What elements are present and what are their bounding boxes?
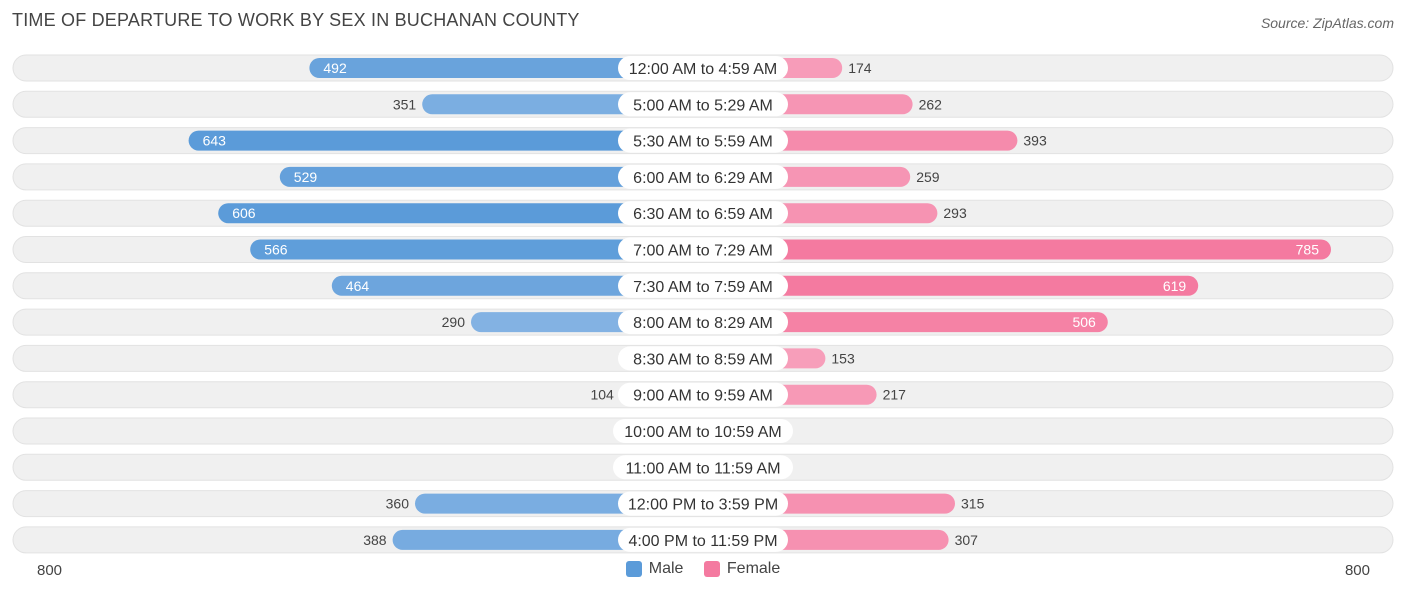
- female-value-label: 307: [955, 532, 979, 548]
- category-label-background: [618, 491, 788, 516]
- male-bar: [188, 130, 714, 151]
- category-label: 7:00 AM to 7:29 AM: [633, 243, 773, 260]
- chart-row: 290 506 8:00 AM to 8:29 AM: [12, 308, 1394, 336]
- category-label-background: [618, 346, 788, 371]
- chart-row: 351 262 5:00 AM to 5:29 AM: [12, 90, 1394, 118]
- chart-row: 104 217 9:00 AM to 9:59 AM: [12, 381, 1394, 409]
- category-label: 10:00 AM to 10:59 AM: [624, 424, 781, 441]
- category-label: 8:00 AM to 8:29 AM: [633, 315, 773, 332]
- male-bar: [218, 203, 713, 224]
- male-swatch: [625, 561, 642, 577]
- category-label-background: [618, 310, 788, 335]
- legend-male-label: Male: [648, 560, 684, 577]
- female-value-label: 262: [919, 96, 943, 112]
- category-label: 6:00 AM to 6:29 AM: [633, 170, 773, 187]
- chart-row: 566 785 7:00 AM to 7:29 AM: [12, 236, 1394, 263]
- male-value-label: 464: [346, 278, 370, 294]
- category-label-background: [618, 237, 788, 262]
- male-bar: [279, 166, 713, 187]
- category-label-background: [618, 382, 788, 407]
- female-value-label: 393: [1023, 133, 1047, 149]
- male-value-label: 606: [232, 205, 256, 221]
- female-swatch: [703, 561, 720, 577]
- chart-row: 492 174 12:00 AM to 4:59 AM: [12, 54, 1394, 82]
- male-bar: [309, 58, 713, 78]
- male-value-label: 104: [590, 387, 614, 403]
- chart-row: 722811:00 AM to 11:59 AM: [12, 453, 1394, 481]
- male-value-label: 529: [294, 169, 318, 185]
- category-label: 8:30 AM to 8:59 AM: [633, 351, 773, 368]
- female-value-label: 217: [883, 387, 907, 403]
- chart-row: 464 619 7:30 AM to 7:59 AM: [12, 272, 1394, 300]
- chart-row: 643 393 5:30 AM to 5:59 AM: [12, 127, 1394, 155]
- category-label: 5:00 AM to 5:29 AM: [633, 97, 773, 114]
- chart-row: 791538:30 AM to 8:59 AM: [12, 344, 1394, 372]
- female-value-label: 174: [848, 60, 872, 76]
- category-label: 4:00 PM to 11:59 PM: [628, 533, 777, 550]
- female-value-label: 259: [916, 169, 940, 185]
- category-label: 12:00 AM to 4:59 AM: [629, 61, 778, 78]
- male-value-label: 360: [386, 496, 410, 512]
- female-value-label: 506: [1072, 314, 1096, 330]
- source-label: Source: ZipAtlas.com: [1260, 15, 1394, 31]
- axis-left-max-label: 800: [37, 562, 63, 579]
- female-value-label: 785: [1296, 242, 1320, 258]
- category-label-background: [618, 164, 788, 189]
- male-value-label: 388: [363, 532, 387, 548]
- category-label-background: [618, 92, 788, 117]
- male-value-label: 643: [203, 133, 227, 149]
- female-value-label: 619: [1163, 278, 1187, 294]
- male-bar: [250, 239, 713, 260]
- chart-row: 388 307 4:00 PM to 11:59 PM: [12, 526, 1394, 554]
- legend: Male Female: [0, 560, 1406, 582]
- male-value-label: 566: [264, 242, 288, 258]
- category-label-background: [618, 273, 788, 298]
- category-label: 7:30 AM to 7:59 AM: [633, 279, 773, 296]
- category-label: 9:00 AM to 9:59 AM: [633, 388, 773, 405]
- chart-row: 529 259 6:00 AM to 6:29 AM: [12, 163, 1394, 191]
- female-bar: [693, 275, 1199, 296]
- female-bar: [693, 239, 1331, 260]
- category-label: 12:00 PM to 3:59 PM: [628, 497, 778, 514]
- legend-female-label: Female: [726, 560, 781, 577]
- female-bar: [693, 312, 1108, 333]
- chart-row: 606 293 6:30 AM to 6:59 AM: [12, 199, 1394, 227]
- chart-row: 360 315 12:00 PM to 3:59 PM: [12, 490, 1394, 518]
- category-label-background: [613, 419, 793, 443]
- category-label-background: [618, 201, 788, 226]
- female-value-label: 315: [961, 496, 985, 512]
- female-value-label: 153: [831, 350, 855, 366]
- axis-right-max-label: 800: [1344, 562, 1370, 579]
- category-label: 6:30 AM to 6:59 AM: [633, 206, 773, 223]
- female-value-label: 293: [943, 205, 967, 221]
- chart-title: TIME OF DEPARTURE TO WORK BY SEX IN BUCH…: [12, 10, 580, 30]
- category-label-background: [613, 455, 793, 480]
- category-label: 11:00 AM to 11:59 AM: [625, 460, 780, 477]
- legend-item-male: Male: [625, 560, 684, 578]
- category-label-background: [618, 527, 788, 552]
- male-value-label: 351: [393, 96, 417, 112]
- legend-item-female: Female: [703, 560, 781, 578]
- category-label-background: [618, 128, 788, 153]
- male-value-label: 290: [442, 314, 466, 330]
- category-label: 5:30 AM to 5:59 AM: [633, 134, 773, 151]
- chart-row: 388510:00 AM to 10:59 AM: [12, 417, 1394, 445]
- male-bar: [331, 275, 713, 296]
- category-label-background: [618, 56, 788, 80]
- male-value-label: 492: [323, 60, 347, 76]
